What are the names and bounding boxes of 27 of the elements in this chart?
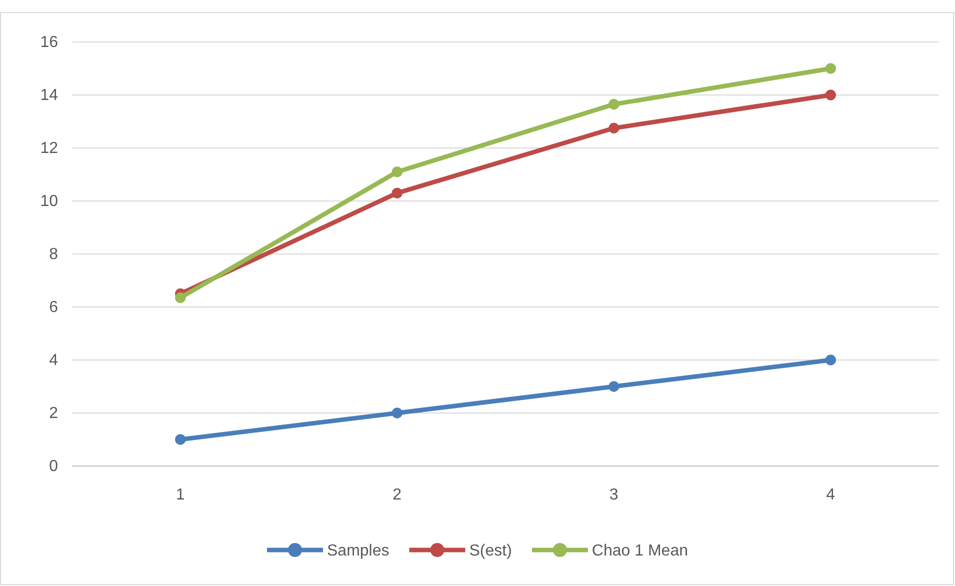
point [608, 98, 620, 110]
point [175, 434, 186, 445]
point [392, 408, 402, 418]
point [825, 63, 836, 74]
y-tick-label: 2 [49, 405, 58, 422]
point [608, 122, 620, 134]
y-tick-label: 10 [40, 193, 58, 210]
y-tick-label: 12 [40, 140, 58, 158]
y-tick-label: 14 [40, 87, 58, 104]
x-tick-label: 4 [826, 486, 836, 504]
point [392, 188, 402, 198]
legend-label: S(est) [469, 542, 512, 560]
x-tick-label: 3 [609, 486, 618, 504]
legend-label: Chao 1 Mean [592, 542, 688, 560]
point [392, 166, 402, 178]
y-tick-label: 16 [40, 34, 58, 52]
y-tick-label: 4 [49, 352, 58, 370]
x-tick-label: 2 [392, 486, 402, 504]
legend-label: Samples [327, 542, 390, 560]
y-tick-label: 0 [49, 458, 58, 476]
x-tick-label: 1 [176, 486, 185, 504]
point [825, 90, 836, 100]
point [608, 381, 620, 392]
y-tick-label: 6 [49, 299, 58, 316]
y-tick-label: 8 [49, 246, 58, 264]
point [825, 354, 836, 366]
point [175, 292, 186, 304]
